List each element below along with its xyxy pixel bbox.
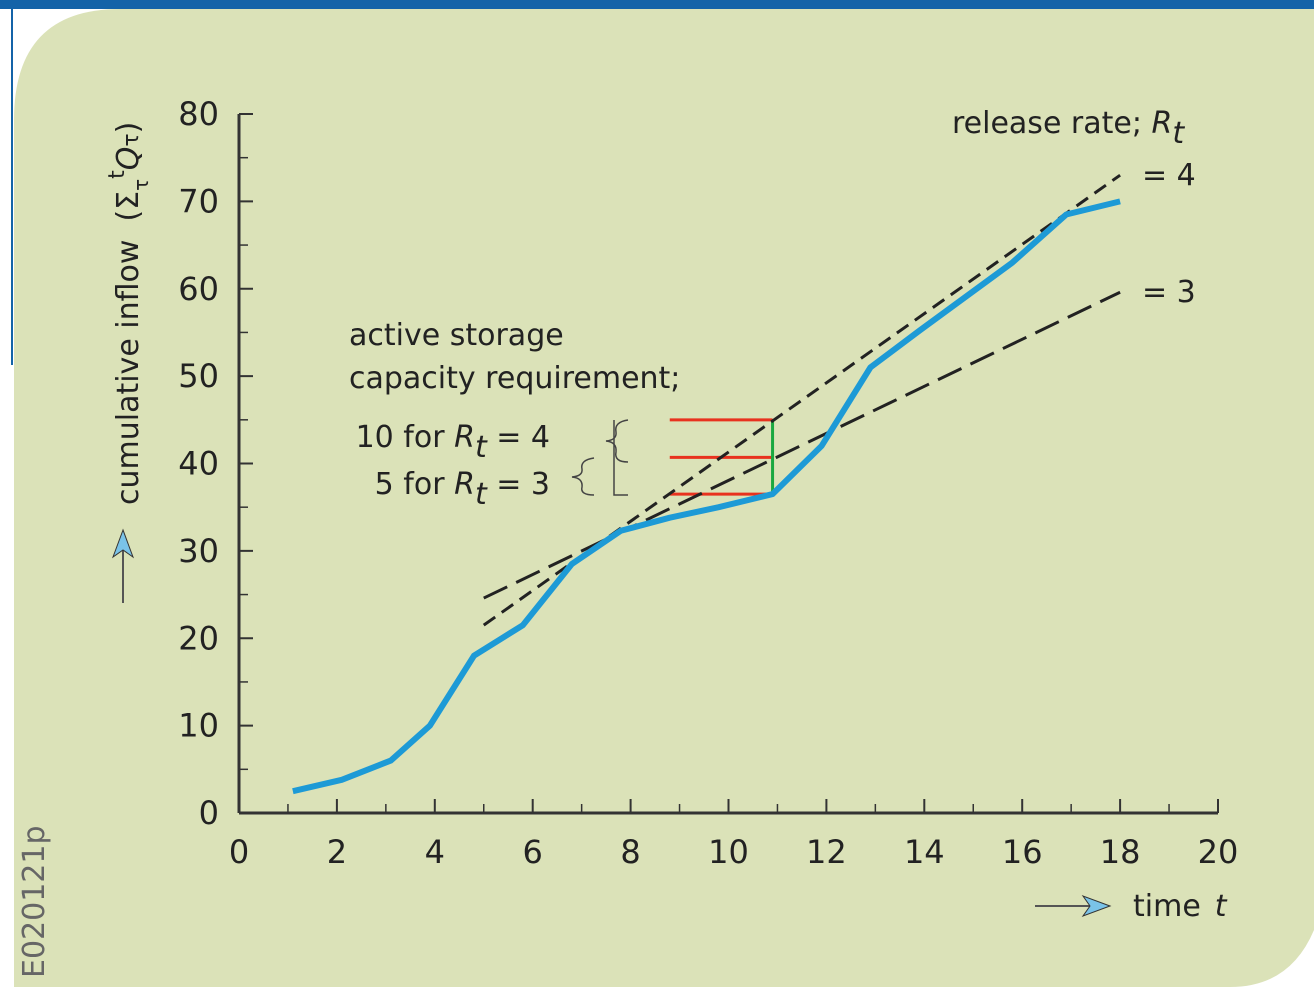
y-tick-label: 20 <box>178 619 219 657</box>
storage-item: 10 for Rt = 4 <box>356 420 550 465</box>
x-tick-label: 16 <box>1002 833 1043 871</box>
y-tick-label: 80 <box>178 95 219 133</box>
x-tick-label: 12 <box>806 833 847 871</box>
release-line <box>483 290 1121 600</box>
y-tick-label: 60 <box>178 270 219 308</box>
release-line <box>482 173 1121 627</box>
release-title: release rate; Rt <box>952 106 1185 151</box>
x-label: time t <box>1133 889 1228 924</box>
inflow-line <box>292 198 1121 795</box>
y-tick-label: 70 <box>178 182 219 220</box>
top-bar <box>0 0 1314 9</box>
x-tick-label: 20 <box>1198 833 1239 871</box>
axis-arrows <box>111 528 1112 918</box>
x-tick-label: 2 <box>327 833 347 871</box>
x-tick-label: 8 <box>620 833 640 871</box>
y-label: cumulative inflow(ΣτtQτ) <box>105 122 153 505</box>
y-tick-label: 50 <box>178 357 219 395</box>
x-tick-label: 14 <box>904 833 945 871</box>
release-label: = 4 <box>1142 158 1196 193</box>
y-tick-label: 40 <box>178 445 219 483</box>
figure-code: E020121p <box>17 825 52 978</box>
storage-item: 5 for Rt = 3 <box>375 467 550 512</box>
x-tick-label: 4 <box>425 833 445 871</box>
x-tick-label: 6 <box>523 833 543 871</box>
x-tick-label: 10 <box>708 833 749 871</box>
x-tick-label: 0 <box>229 833 249 871</box>
y-tick-label: 0 <box>199 794 219 832</box>
storage-text: active storage <box>349 318 564 353</box>
release-label: = 3 <box>1142 275 1196 310</box>
storage-text: capacity requirement; <box>349 361 680 396</box>
y-tick-label: 30 <box>178 532 219 570</box>
braces <box>571 419 629 496</box>
x-tick-label: 18 <box>1100 833 1141 871</box>
y-tick-label: 10 <box>178 707 219 745</box>
